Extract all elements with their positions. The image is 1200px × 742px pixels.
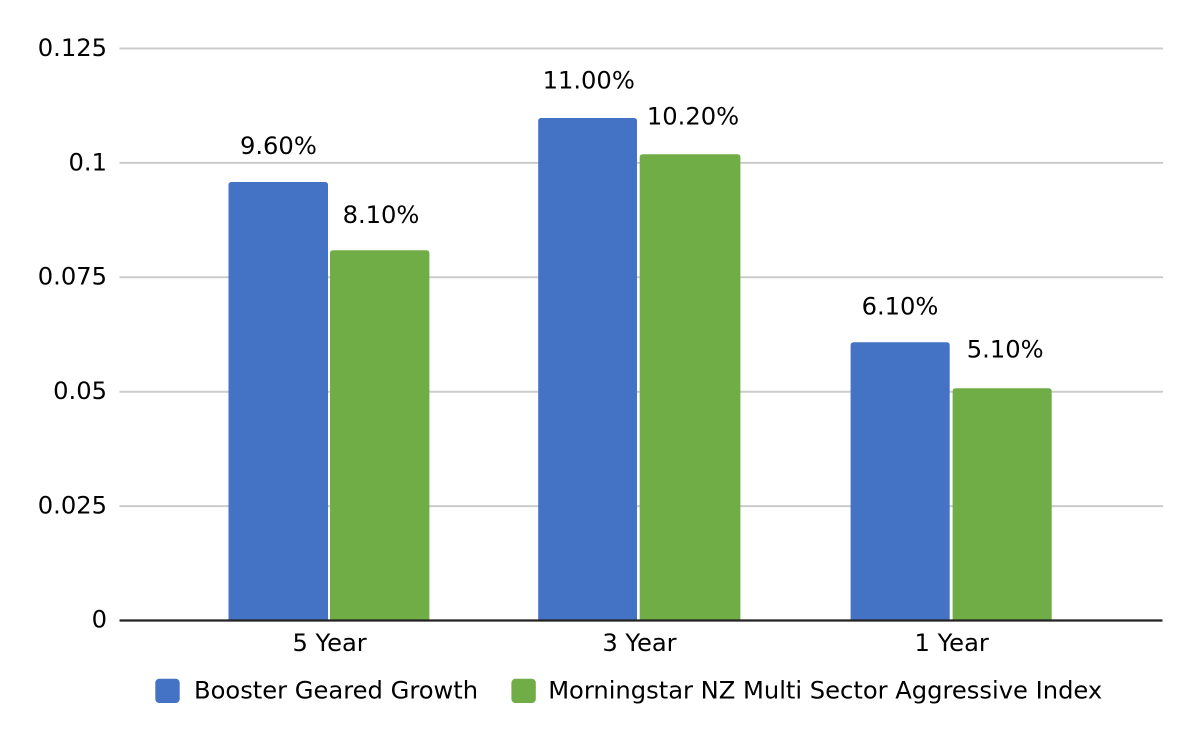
svg-text:8.10%: 8.10%: [343, 201, 420, 229]
svg-text:9.60%: 9.60%: [240, 132, 317, 160]
svg-text:0.025: 0.025: [38, 492, 107, 520]
svg-text:5 Year: 5 Year: [292, 629, 366, 657]
svg-text:0.1: 0.1: [69, 148, 107, 176]
svg-text:11.00%: 11.00%: [543, 67, 635, 95]
svg-text:1 Year: 1 Year: [915, 629, 989, 657]
svg-text:Morningstar NZ Multi Sector Ag: Morningstar NZ Multi Sector Aggressive I…: [548, 677, 1102, 705]
svg-text:5.10%: 5.10%: [967, 336, 1044, 364]
svg-text:0.075: 0.075: [38, 263, 107, 291]
svg-text:0: 0: [92, 606, 107, 634]
svg-text:0.125: 0.125: [38, 34, 107, 62]
svg-text:Booster Geared Growth: Booster Geared Growth: [194, 677, 478, 705]
svg-text:0.05: 0.05: [53, 377, 107, 405]
svg-text:6.10%: 6.10%: [862, 293, 939, 321]
svg-text:3 Year: 3 Year: [602, 629, 676, 657]
svg-text:10.20%: 10.20%: [647, 103, 739, 131]
